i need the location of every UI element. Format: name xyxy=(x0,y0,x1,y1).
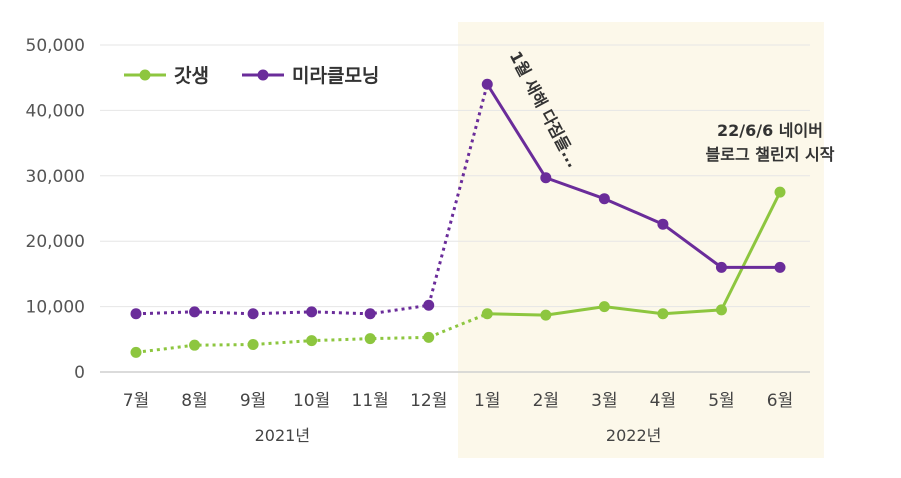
y-tick-label: 20,000 xyxy=(26,232,85,252)
data-point xyxy=(481,78,493,90)
data-point xyxy=(657,218,669,230)
series-line-solid xyxy=(487,191,782,317)
series-line-solid xyxy=(486,83,780,269)
data-point xyxy=(657,308,669,320)
data-point xyxy=(189,339,201,351)
data-point xyxy=(247,339,259,351)
y-tick-label: 10,000 xyxy=(26,298,85,318)
year-label: 2021년 xyxy=(255,426,310,445)
legend-label: 미라클모닝 xyxy=(292,65,379,87)
y-axis-ticks: 0 10,000 20,000 30,000 40,000 50,000 xyxy=(26,36,85,383)
legend-label: 갓생 xyxy=(174,65,209,87)
y-tick-label: 30,000 xyxy=(26,167,85,187)
x-tick-label: 6월 xyxy=(767,391,793,411)
data-point xyxy=(423,299,435,311)
year-labels: 2021년 2022년 xyxy=(255,426,662,445)
data-point xyxy=(306,335,318,347)
data-point xyxy=(715,304,727,316)
data-point xyxy=(774,186,786,198)
x-axis-ticks: 7월 8월 9월 10월 11월 12월 1월 2월 3월 4월 5월 6월 xyxy=(123,391,793,411)
data-point xyxy=(189,306,201,318)
y-tick-label: 40,000 xyxy=(26,101,85,121)
data-point xyxy=(540,309,552,321)
data-point xyxy=(423,331,435,343)
data-point xyxy=(598,193,610,205)
data-point xyxy=(715,261,727,273)
x-tick-label: 5월 xyxy=(708,391,734,411)
x-tick-label: 10월 xyxy=(293,391,330,411)
data-point xyxy=(364,333,376,345)
x-tick-label: 3월 xyxy=(591,391,617,411)
series-line-dashed xyxy=(135,83,489,316)
series-line-dashed xyxy=(135,312,488,354)
data-point xyxy=(306,306,318,318)
x-tick-label: 8월 xyxy=(181,391,207,411)
data-point xyxy=(481,308,493,320)
y-tick-label: 50,000 xyxy=(26,36,85,56)
x-tick-label: 11월 xyxy=(352,391,389,411)
gridlines xyxy=(100,44,810,308)
highlight-2022-background xyxy=(458,22,824,458)
legend-swatch-marker xyxy=(139,69,151,81)
data-point xyxy=(540,172,552,184)
data-point xyxy=(364,308,376,320)
y-tick-label: 0 xyxy=(74,363,85,383)
data-point xyxy=(598,301,610,313)
series-points xyxy=(130,78,786,358)
x-tick-label: 7월 xyxy=(123,391,149,411)
x-tick-label: 12월 xyxy=(410,391,447,411)
annotation-text: 22/6/6 네이버 xyxy=(717,121,823,140)
data-point xyxy=(130,346,142,358)
annotation-text: 블로그 챌린지 시작 xyxy=(706,145,835,164)
x-tick-label: 9월 xyxy=(240,391,266,411)
x-tick-label: 1월 xyxy=(474,391,500,411)
year-label: 2022년 xyxy=(606,426,661,445)
data-point xyxy=(130,308,142,320)
x-tick-label: 4월 xyxy=(650,391,676,411)
data-point xyxy=(774,261,786,273)
data-point xyxy=(247,308,259,320)
x-tick-label: 2월 xyxy=(533,391,559,411)
legend-swatch-marker xyxy=(257,69,269,81)
legend: 갓생 미라클모닝 xyxy=(124,65,379,87)
